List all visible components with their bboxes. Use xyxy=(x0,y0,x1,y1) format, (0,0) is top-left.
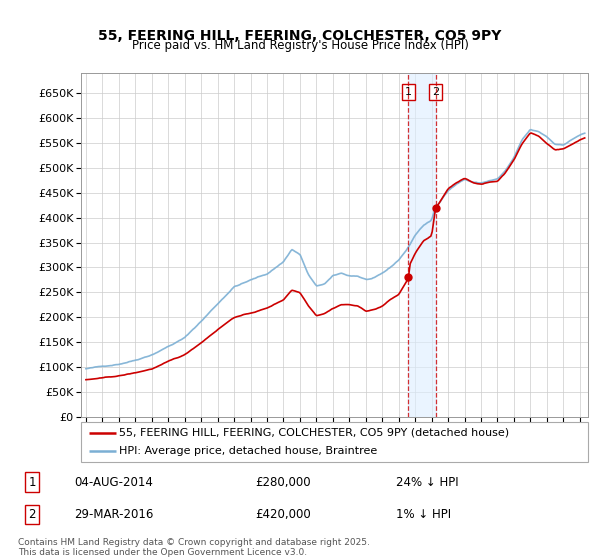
Text: 55, FEERING HILL, FEERING, COLCHESTER, CO5 9PY (detached house): 55, FEERING HILL, FEERING, COLCHESTER, C… xyxy=(119,428,509,437)
Text: Price paid vs. HM Land Registry's House Price Index (HPI): Price paid vs. HM Land Registry's House … xyxy=(131,39,469,52)
FancyBboxPatch shape xyxy=(81,422,588,462)
Text: £280,000: £280,000 xyxy=(255,475,311,489)
Text: 1% ↓ HPI: 1% ↓ HPI xyxy=(396,508,451,521)
Text: 29-MAR-2016: 29-MAR-2016 xyxy=(74,508,154,521)
Text: 24% ↓ HPI: 24% ↓ HPI xyxy=(396,475,458,489)
Text: 55, FEERING HILL, FEERING, COLCHESTER, CO5 9PY: 55, FEERING HILL, FEERING, COLCHESTER, C… xyxy=(98,29,502,43)
Text: 2: 2 xyxy=(28,508,36,521)
Bar xyxy=(408,73,436,417)
Text: Contains HM Land Registry data © Crown copyright and database right 2025.
This d: Contains HM Land Registry data © Crown c… xyxy=(18,538,370,557)
Text: £420,000: £420,000 xyxy=(255,508,311,521)
Text: 04-AUG-2014: 04-AUG-2014 xyxy=(74,475,153,489)
Text: 1: 1 xyxy=(28,475,36,489)
Text: 1: 1 xyxy=(405,87,412,97)
Text: 2: 2 xyxy=(432,87,439,97)
Text: HPI: Average price, detached house, Braintree: HPI: Average price, detached house, Brai… xyxy=(119,446,377,456)
